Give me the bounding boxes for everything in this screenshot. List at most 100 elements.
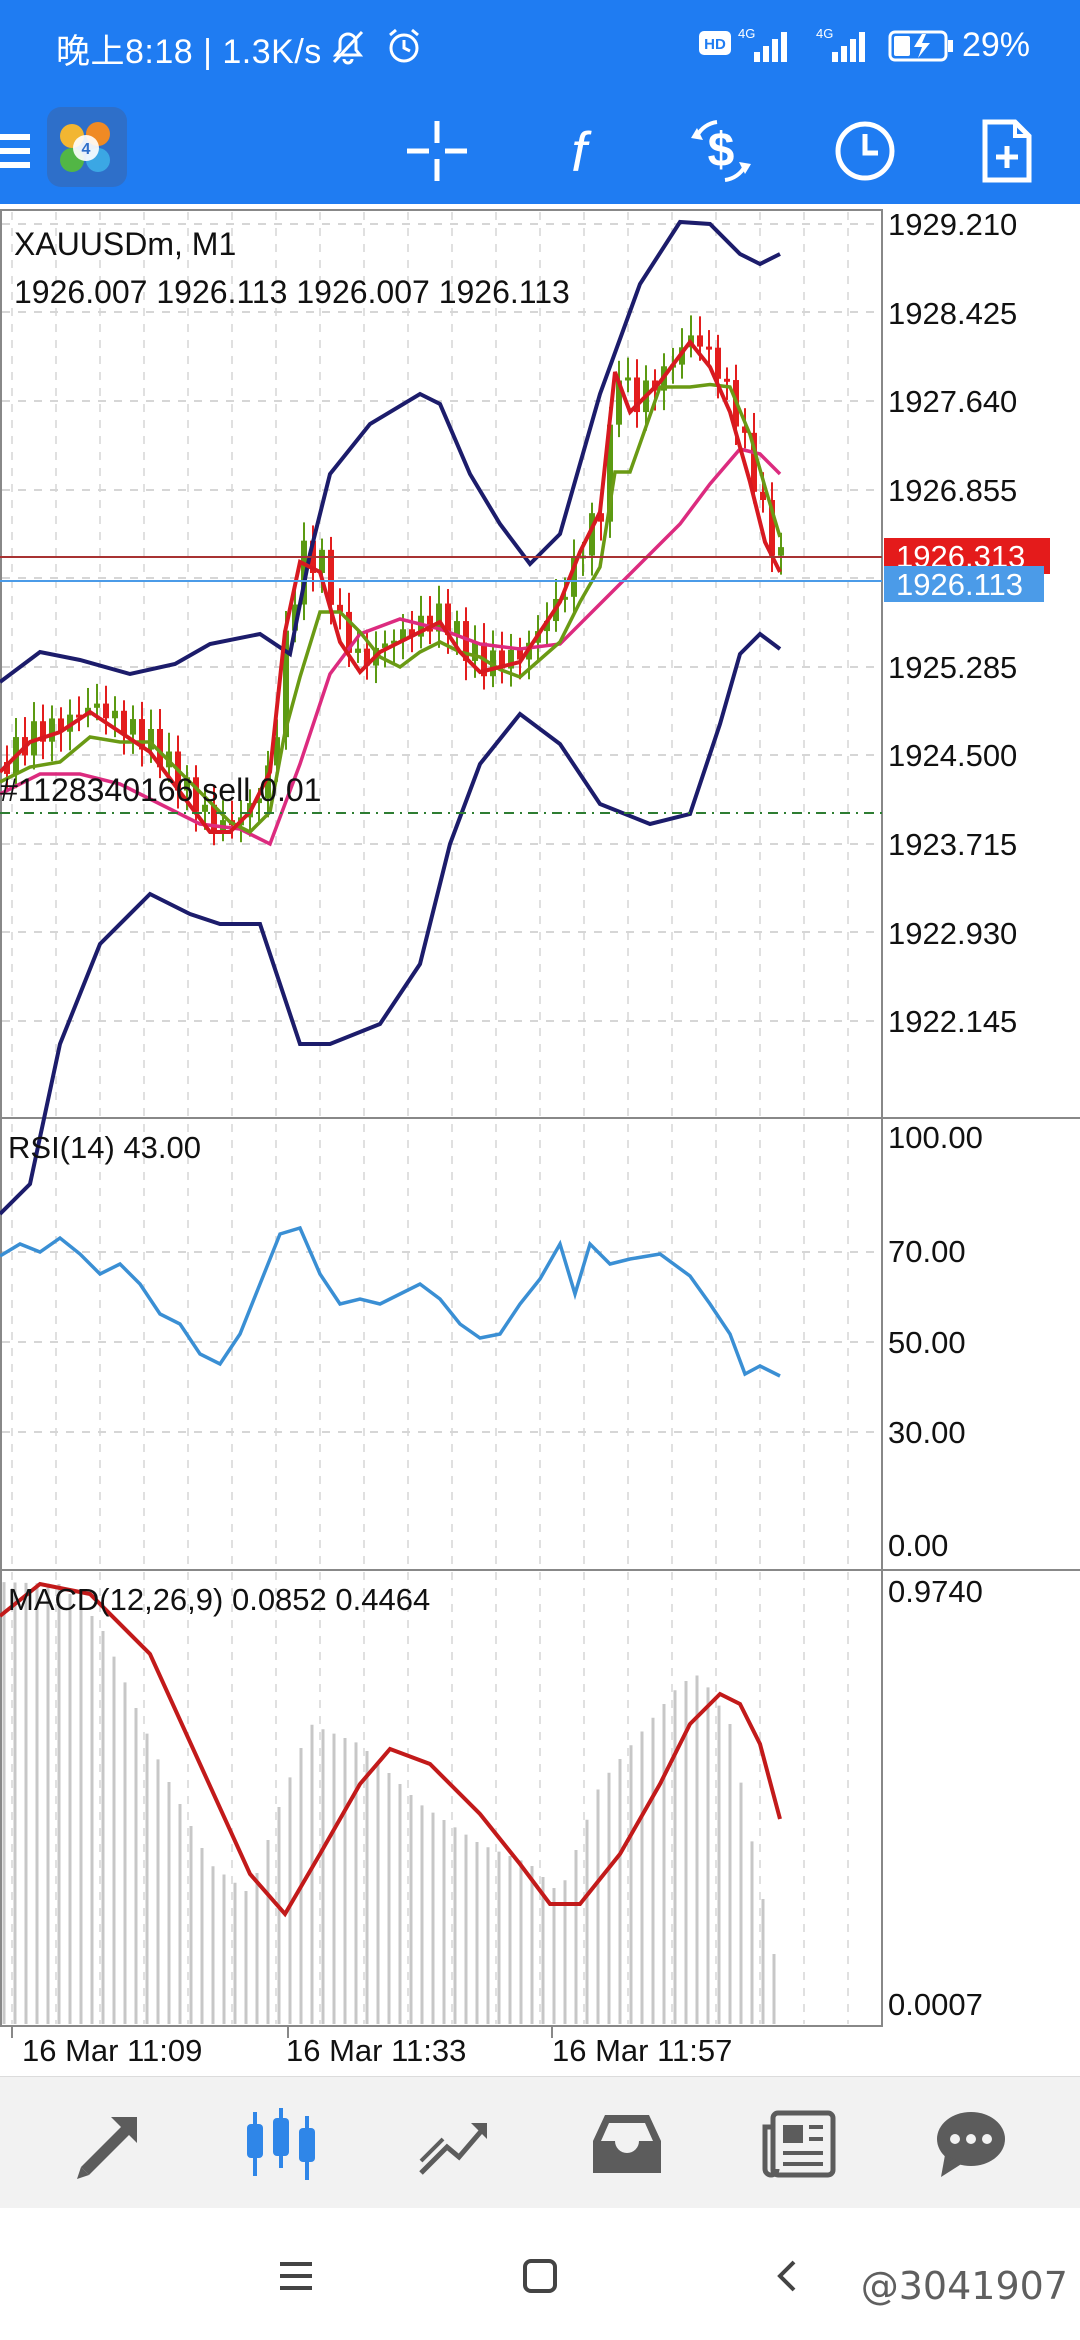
bid-price-label: 1926.113	[896, 567, 1023, 602]
candle-body	[382, 643, 388, 648]
menu-icon[interactable]	[0, 106, 60, 196]
back-icon[interactable]	[758, 2246, 818, 2306]
battery-percent: 29%	[961, 26, 1030, 64]
candle-body	[148, 728, 154, 750]
chart-icon[interactable]	[226, 2099, 336, 2189]
alarm-icon	[384, 26, 424, 71]
ohlc-values: 1926.007 1926.113 1926.007 1926.113	[14, 274, 570, 310]
price-label: 1926.855	[888, 473, 1017, 508]
macd-title: MACD(12,26,9) 0.0852 0.4464	[8, 1582, 430, 1617]
news-icon[interactable]	[744, 2099, 854, 2189]
trade-nav-icon[interactable]	[398, 2099, 508, 2189]
candle-body	[769, 500, 775, 556]
status-time: 晚上8:18 | 1.3K/s	[56, 33, 322, 71]
messages-icon[interactable]	[916, 2099, 1026, 2189]
status-bar: 晚上8:18 | 1.3K/s HD	[0, 0, 1080, 96]
candle-body	[508, 649, 514, 669]
candle-body	[445, 603, 451, 635]
order-label[interactable]: #1128340166 sell 0.01	[0, 772, 321, 808]
candle-body	[472, 642, 478, 661]
candle-body	[49, 718, 55, 742]
candle-body	[193, 777, 199, 812]
app-header: 晚上8:18 | 1.3K/s HD	[0, 0, 1080, 204]
candle-body	[265, 765, 271, 799]
candle-body	[40, 721, 46, 742]
candle-body	[139, 719, 145, 750]
candle-body	[364, 648, 370, 666]
candle-body	[337, 604, 343, 612]
bid-price-tag	[884, 566, 1044, 602]
candle-body	[58, 718, 64, 732]
rsi-panel	[0, 1117, 883, 1571]
candle-body	[157, 728, 163, 768]
quotes-icon[interactable]	[54, 2099, 164, 2189]
time-label: 16 Mar 11:57	[552, 2033, 732, 2068]
candle-body	[589, 513, 595, 556]
app-logo[interactable]: 4	[44, 104, 130, 190]
new-order-icon[interactable]	[962, 106, 1052, 196]
price-label: 1929.210	[888, 207, 1017, 242]
timeframe-icon[interactable]	[820, 106, 910, 196]
rsi-level: 30.00	[888, 1415, 966, 1450]
grid-lines	[2, 212, 880, 2024]
rsi-level: 0.00	[888, 1528, 948, 1563]
time-label: 16 Mar 11:09	[22, 2033, 202, 2068]
recents-icon[interactable]	[266, 2246, 326, 2306]
candle-body	[517, 649, 523, 660]
candle-body	[598, 513, 604, 522]
bollinger-band	[0, 631, 782, 1216]
candle-body	[94, 703, 100, 708]
candle-body	[184, 777, 190, 791]
macd-histogram	[2, 1582, 776, 2024]
candle-body	[355, 648, 361, 653]
svg-text:$: $	[708, 124, 735, 177]
signal-icon-1: 4G	[736, 26, 792, 71]
macd-level: 0.9740	[888, 1574, 983, 1609]
candle-body	[544, 621, 550, 632]
rsi-title: RSI(14) 43.00	[8, 1130, 201, 1165]
price-axis: 1929.210 1928.425 1927.640 1926.855 1925…	[888, 207, 1017, 1039]
price-label: 1922.930	[888, 916, 1017, 951]
crosshair-icon[interactable]	[392, 106, 482, 196]
candle-body	[409, 629, 415, 637]
price-label: 1923.715	[888, 827, 1017, 862]
chart-canvas[interactable]: XAUUSDm, M1 1926.007 1926.113 1926.007 1…	[0, 204, 1080, 2076]
candle-body	[301, 540, 307, 605]
candle-body	[706, 346, 712, 350]
time-axis: 16 Mar 11:09 16 Mar 11:33 16 Mar 11:57	[11, 2026, 732, 2068]
history-icon[interactable]	[572, 2099, 682, 2189]
battery-icon	[888, 26, 958, 71]
candle-body	[562, 596, 568, 600]
price-label: 1928.425	[888, 296, 1017, 331]
time-label: 16 Mar 11:33	[286, 2033, 466, 2068]
candle-body	[634, 377, 640, 413]
candle-body	[103, 703, 109, 719]
indicators-icon[interactable]: f	[534, 106, 624, 196]
candle-body	[76, 714, 82, 718]
candle-body	[292, 604, 298, 631]
candle-body	[256, 798, 262, 804]
candle-body	[418, 615, 424, 637]
indicators-glyph: f	[571, 120, 592, 183]
candle-body	[4, 762, 10, 774]
candle-body	[715, 347, 721, 379]
candle-body	[571, 556, 577, 597]
watermark: @3041907	[860, 2264, 1068, 2308]
candle-body	[742, 426, 748, 433]
chart-area[interactable]: XAUUSDm, M1 1926.007 1926.113 1926.007 1…	[0, 204, 1080, 2076]
candle-body	[724, 378, 730, 382]
candle-body	[697, 335, 703, 347]
rsi-level: 100.00	[888, 1120, 983, 1155]
candle-body	[427, 615, 433, 632]
price-label: 1927.640	[888, 384, 1017, 419]
system-nav-bar: @3041907	[0, 2208, 1080, 2340]
candle-body	[130, 719, 136, 735]
candle-body	[760, 491, 766, 501]
macd-level: 0.0007	[888, 1987, 983, 2022]
price-label: 1924.500	[888, 738, 1017, 773]
trade-icon[interactable]: $	[676, 106, 766, 196]
home-icon[interactable]	[510, 2246, 570, 2306]
bollinger-band	[0, 219, 781, 684]
candle-body	[283, 630, 289, 738]
price-label: 1922.145	[888, 1004, 1017, 1039]
